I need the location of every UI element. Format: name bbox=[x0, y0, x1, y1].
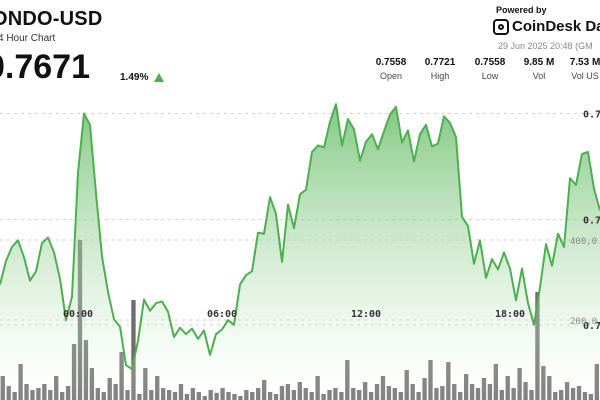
timestamp: 29 Jun 2025 20:48 (GM bbox=[498, 41, 593, 51]
price-area bbox=[0, 104, 600, 400]
x-tick-label: 12:00 bbox=[351, 309, 381, 320]
stat-open: 0.7558 Open bbox=[369, 57, 413, 81]
axis-labels: 00:00 06:00 12:00 18:00 0.7 0.76 0.7 400,0 200,0 bbox=[63, 109, 600, 331]
price-area-group bbox=[0, 103, 600, 400]
stat-volume-usd-label: Vol US bbox=[571, 71, 599, 81]
stat-high-label: High bbox=[430, 71, 450, 81]
stat-volume-usd-value: 7.53 M bbox=[569, 57, 600, 68]
brand-logo: CoinDesk Dat bbox=[493, 18, 600, 35]
triangle-up-icon bbox=[154, 73, 164, 82]
volume-tick-label: 400,0 bbox=[570, 237, 597, 247]
stat-low-label: Low bbox=[481, 71, 499, 81]
stat-open-value: 0.7558 bbox=[375, 57, 407, 68]
stat-low-value: 0.7558 bbox=[474, 57, 506, 68]
stat-open-label: Open bbox=[379, 71, 403, 81]
volume-tick-label: 200,0 bbox=[570, 317, 597, 327]
price-tick-label: 0.7 bbox=[583, 321, 600, 332]
chart-header: ONDO-USD 4 Hour Chart 0.7671 1.49% Power… bbox=[0, 0, 600, 100]
stat-high: 0.7721 High bbox=[418, 57, 462, 81]
brand-name: CoinDesk Dat bbox=[512, 18, 600, 35]
price-tick-label: 0.7 bbox=[583, 109, 600, 120]
x-tick-label: 00:00 bbox=[63, 309, 93, 320]
volume-bar bbox=[131, 300, 136, 400]
x-tick-label: 18:00 bbox=[495, 309, 525, 320]
chart-subtitle: 4 Hour Chart bbox=[0, 33, 56, 44]
x-tick-label: 06:00 bbox=[207, 309, 237, 320]
price-tick-label: 0.76 bbox=[583, 216, 600, 227]
stat-volume: 9.85 M Vol bbox=[517, 57, 561, 81]
coindesk-data-logo-icon bbox=[493, 18, 509, 35]
stat-high-value: 0.7721 bbox=[424, 57, 456, 68]
current-price: 0.7671 bbox=[0, 48, 90, 86]
price-change-percent: 1.49% bbox=[120, 72, 149, 83]
powered-by-label: Powered by bbox=[496, 5, 547, 15]
stat-low: 0.7558 Low bbox=[468, 57, 512, 81]
stat-volume-label: Vol bbox=[532, 71, 546, 81]
pair-title: ONDO-USD bbox=[0, 8, 103, 30]
stat-volume-usd: 7.53 M Vol US bbox=[563, 57, 600, 81]
stat-volume-value: 9.85 M bbox=[523, 57, 555, 68]
price-line bbox=[0, 103, 600, 370]
